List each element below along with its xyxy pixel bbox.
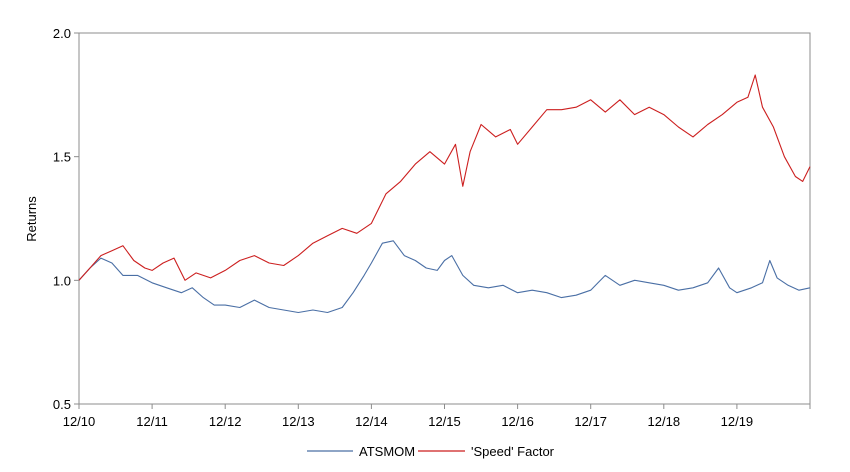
x-tick-label: 12/15 xyxy=(428,414,461,429)
x-tick-label: 12/11 xyxy=(136,414,168,429)
plot-frame xyxy=(78,32,811,405)
series-line-speed-factor xyxy=(78,74,811,281)
chart-legend: ATSMOM 'Speed' Factor xyxy=(307,444,555,459)
legend-label-speed-factor: 'Speed' Factor xyxy=(471,444,555,459)
chart-axes xyxy=(78,32,811,405)
y-axis-label: Returns xyxy=(24,196,39,242)
x-tick-label: 12/18 xyxy=(648,414,681,429)
y-tick-label: 1.0 xyxy=(53,273,71,288)
x-tick-label: 12/17 xyxy=(574,414,607,429)
x-tick-label: 12/10 xyxy=(63,414,96,429)
legend-label-atsmom: ATSMOM xyxy=(359,444,415,459)
y-tick-label: 2.0 xyxy=(53,26,71,41)
x-tick-label: 12/19 xyxy=(721,414,754,429)
x-tick-label: 12/14 xyxy=(355,414,388,429)
x-tick-label: 12/16 xyxy=(501,414,534,429)
y-tick-label: 0.5 xyxy=(53,397,71,412)
chart-series xyxy=(78,74,811,314)
x-tick-label: 12/13 xyxy=(282,414,315,429)
y-tick-label: 1.5 xyxy=(53,150,71,165)
x-tick-label: 12/12 xyxy=(209,414,242,429)
chart-ticks: 0.5 1.0 1.5 2.0 12/10 12/11 12/12 12/13 12/14 12/… xyxy=(53,26,811,429)
series-line-atsmom xyxy=(78,240,811,314)
